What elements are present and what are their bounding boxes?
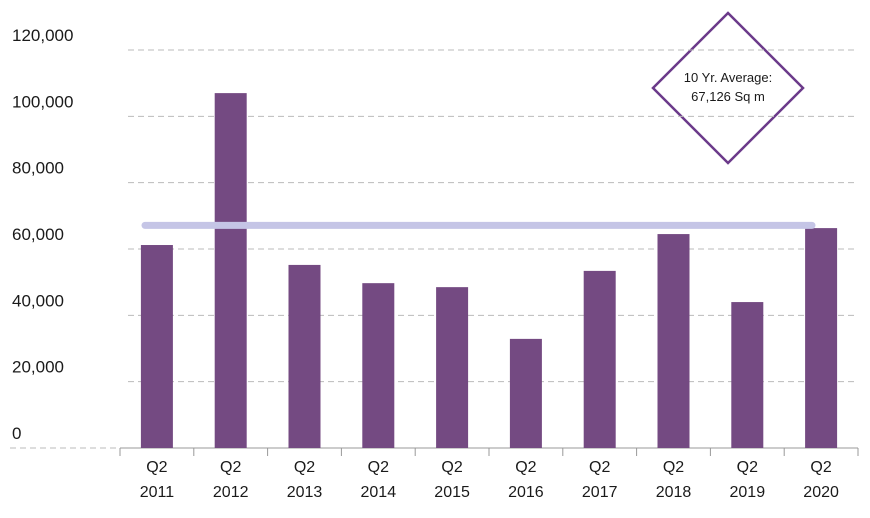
- annotation-title: 10 Yr. Average:: [684, 70, 772, 85]
- x-tick-label: 2011: [140, 484, 175, 501]
- x-tick-label: Q2: [294, 459, 315, 476]
- bar: [805, 228, 838, 448]
- y-tick-label: 40,000: [12, 291, 64, 310]
- y-tick-label: 120,000: [12, 26, 73, 45]
- bar: [731, 302, 764, 448]
- x-tick-label: 2015: [434, 484, 470, 501]
- y-tick-label: 100,000: [12, 92, 73, 111]
- x-tick-label: 2019: [730, 484, 766, 501]
- x-tick-label: 2013: [287, 484, 323, 501]
- x-tick-label: 2017: [582, 484, 618, 501]
- x-tick-label: Q2: [737, 459, 758, 476]
- x-tick-label: Q2: [368, 459, 389, 476]
- y-tick-label: 80,000: [12, 159, 64, 178]
- x-tick-label: Q2: [663, 459, 684, 476]
- x-tick-label: 2012: [213, 484, 249, 501]
- x-tick-label: 2014: [361, 484, 397, 501]
- x-tick-label: Q2: [810, 459, 831, 476]
- x-tick-label: 2020: [803, 484, 839, 501]
- bar: [583, 270, 616, 448]
- bar: [509, 338, 542, 448]
- x-tick-label: Q2: [441, 459, 462, 476]
- bar: [362, 283, 395, 448]
- bar: [140, 245, 173, 448]
- annotation-value: 67,126 Sq m: [691, 89, 765, 104]
- y-tick-label: 20,000: [12, 358, 64, 377]
- x-tick-label: Q2: [515, 459, 536, 476]
- bar: [214, 93, 247, 448]
- annotation-diamond: [651, 11, 805, 165]
- x-tick-label: Q2: [589, 459, 610, 476]
- x-tick-label: 2018: [656, 484, 692, 501]
- x-tick-label: Q2: [220, 459, 241, 476]
- bar: [657, 234, 690, 448]
- x-tick-label: Q2: [146, 459, 167, 476]
- bar: [436, 287, 469, 448]
- y-tick-label: 60,000: [12, 225, 64, 244]
- y-tick-label: 0: [12, 424, 21, 443]
- bar: [288, 264, 321, 448]
- x-tick-label: 2016: [508, 484, 544, 501]
